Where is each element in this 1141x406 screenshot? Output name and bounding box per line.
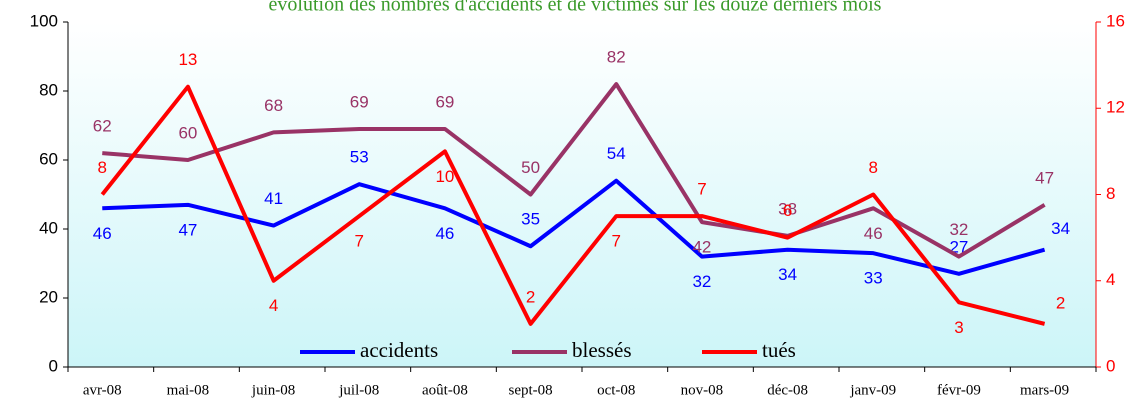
y2-tick-label: 8 — [1106, 184, 1115, 203]
data-label: 62 — [93, 117, 112, 136]
data-label: 7 — [355, 232, 364, 251]
data-label: 69 — [350, 92, 369, 111]
legend-label: tués — [762, 338, 796, 362]
data-label: 41 — [264, 189, 283, 208]
data-label: 42 — [692, 238, 711, 257]
x-tick-label: mars-09 — [1020, 382, 1069, 398]
y2-tick-label: 0 — [1106, 356, 1115, 375]
data-label: 32 — [692, 272, 711, 291]
x-tick-label: avr-08 — [83, 382, 122, 398]
data-label: 7 — [612, 232, 621, 251]
data-label: 2 — [526, 287, 535, 306]
y2-tick-label: 12 — [1106, 98, 1125, 117]
x-tick-label: févr-09 — [937, 382, 981, 398]
data-label: 33 — [864, 269, 883, 288]
data-label: 46 — [93, 224, 112, 243]
data-label: 34 — [1051, 219, 1070, 238]
legend-label: accidents — [360, 338, 438, 362]
series-line — [100, 84, 1046, 326]
data-label: 68 — [264, 96, 283, 115]
data-label: 69 — [435, 92, 454, 111]
legend-label: blessés — [572, 338, 632, 362]
data-label: 54 — [607, 144, 626, 163]
x-tick-label: sept-08 — [509, 382, 553, 398]
data-label: 32 — [949, 220, 968, 239]
x-tick-label: août-08 — [422, 382, 468, 398]
x-tick-label: mai-08 — [167, 382, 210, 398]
data-label: 50 — [521, 158, 540, 177]
data-label: 46 — [435, 224, 454, 243]
data-label: 8 — [98, 158, 107, 177]
data-label: 46 — [864, 224, 883, 243]
data-label: 47 — [178, 220, 197, 239]
series-line — [102, 178, 1046, 276]
data-label: 8 — [869, 158, 878, 177]
y2-tick-label: 4 — [1106, 270, 1115, 289]
data-label: 82 — [607, 48, 626, 67]
y2-tick-label: 16 — [1106, 11, 1125, 30]
data-label: 3 — [954, 318, 963, 337]
data-label: 60 — [178, 123, 197, 142]
data-label: 7 — [697, 180, 706, 199]
y-tick-label: 100 — [30, 11, 58, 30]
series-line — [102, 82, 1046, 259]
y-tick-label: 0 — [49, 356, 58, 375]
x-tick-label: juin-08 — [251, 382, 295, 398]
x-tick-label: nov-08 — [681, 382, 724, 398]
data-label: 10 — [435, 167, 454, 186]
x-tick-label: déc-08 — [767, 382, 808, 398]
data-label: 2 — [1056, 293, 1065, 312]
data-label: 53 — [350, 148, 369, 167]
data-label: 34 — [778, 265, 797, 284]
plot-area — [68, 22, 1096, 367]
data-label: 47 — [1035, 168, 1054, 187]
y-tick-label: 40 — [39, 218, 58, 237]
data-label: 4 — [269, 296, 278, 315]
y-tick-label: 20 — [39, 287, 58, 306]
y-tick-label: 80 — [39, 80, 58, 99]
data-label: 38 — [778, 199, 797, 218]
chart-title: évolution des nombres d'accidents et de … — [269, 0, 882, 16]
x-tick-label: janv-09 — [849, 382, 896, 398]
y-tick-label: 60 — [39, 149, 58, 168]
data-label: 13 — [178, 50, 197, 69]
data-label: 35 — [521, 210, 540, 229]
x-tick-label: juil-08 — [338, 382, 379, 398]
data-label: 6 — [783, 201, 792, 220]
x-tick-label: oct-08 — [597, 382, 635, 398]
